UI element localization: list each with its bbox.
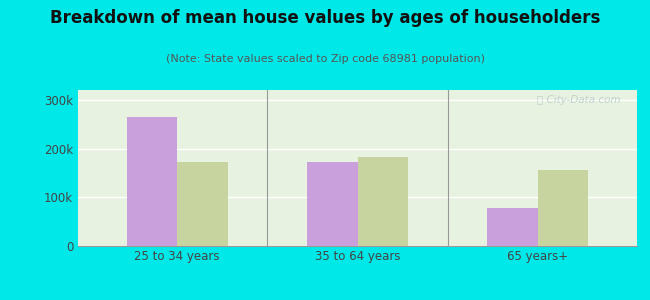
Bar (538, 170, 588, 246)
Bar (307, 162, 358, 246)
Text: Breakdown of mean house values by ages of householders: Breakdown of mean house values by ages o… (50, 9, 600, 27)
Bar (177, 162, 228, 246)
Bar (127, 117, 177, 246)
Bar (488, 208, 538, 246)
Text: (Note: State values scaled to Zip code 68981 population): (Note: State values scaled to Zip code 6… (166, 54, 484, 64)
Bar (358, 157, 408, 246)
Legend: Zip code 68981, Nebraska: Zip code 68981, Nebraska (235, 296, 480, 300)
Text: Ⓢ City-Data.com: Ⓢ City-Data.com (537, 95, 620, 105)
